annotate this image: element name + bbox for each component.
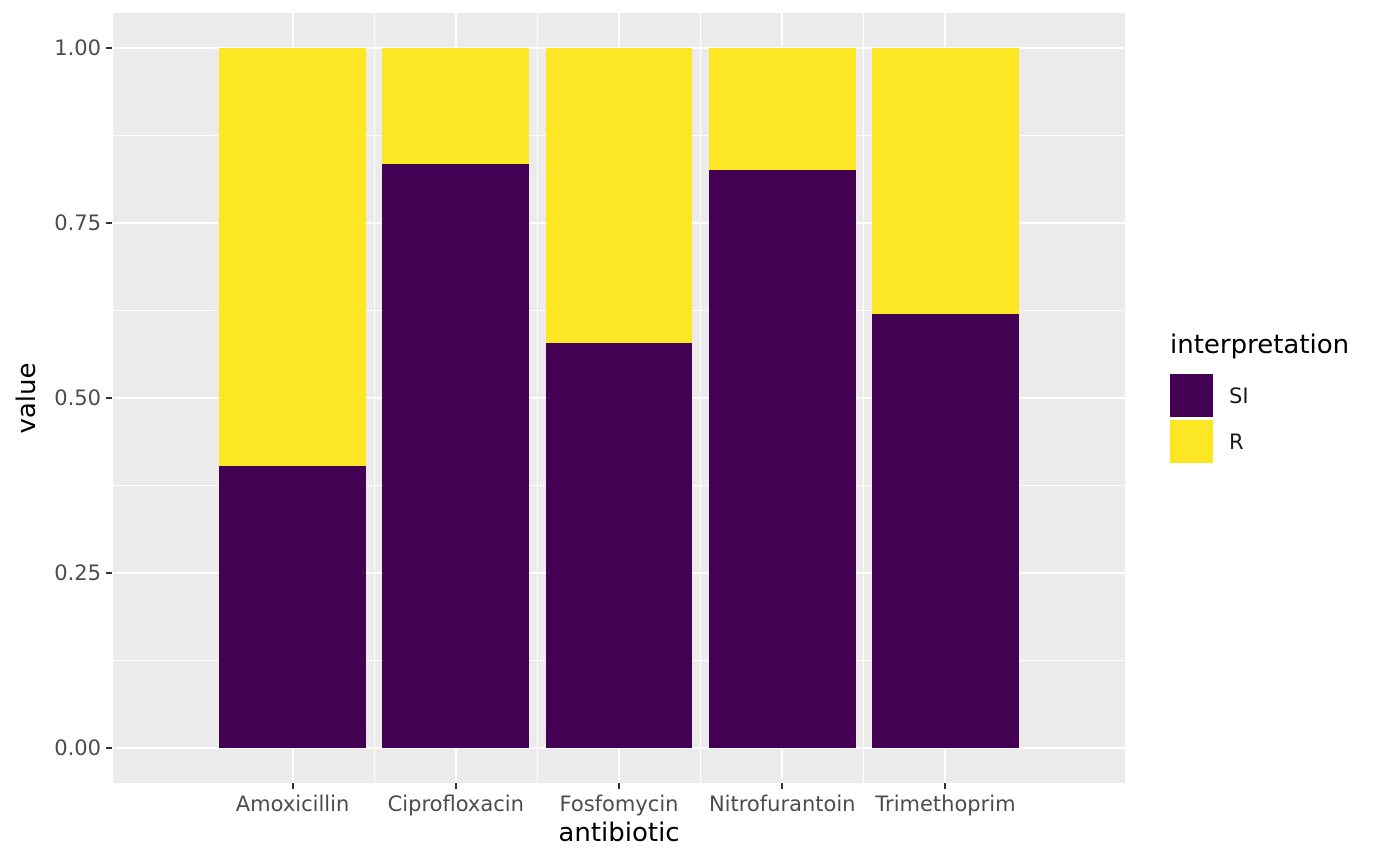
y-tick-mark bbox=[106, 222, 112, 224]
bar-segment-fosfomycin-si bbox=[545, 343, 693, 748]
gridline-minor-x bbox=[700, 13, 702, 783]
bar-segment-trimethoprim-r bbox=[872, 48, 1019, 314]
bar-segment-trimethoprim-si bbox=[872, 314, 1019, 748]
x-tick-mark bbox=[781, 783, 784, 789]
y-tick-label: 0.75 bbox=[54, 211, 101, 235]
bar-trimethoprim bbox=[872, 48, 1019, 748]
y-tick-label: 0.50 bbox=[54, 386, 101, 410]
bar-segment-fosfomycin-r bbox=[545, 48, 693, 344]
x-tick-label: Amoxicillin bbox=[235, 792, 350, 816]
bar-fosfomycin bbox=[545, 48, 693, 748]
bar-amoxicillin bbox=[219, 48, 366, 748]
bar-segment-amoxicillin-si bbox=[219, 465, 366, 748]
bar-ciprofloxacin bbox=[382, 48, 530, 748]
legend-entries: SI R bbox=[1170, 374, 1349, 463]
x-tick-label: Trimethoprim bbox=[875, 792, 1016, 816]
bar-segment-ciprofloxacin-r bbox=[382, 48, 530, 165]
x-tick-label: Nitrofurantoin bbox=[708, 792, 856, 816]
bar-segment-amoxicillin-r bbox=[219, 48, 366, 466]
gridline-minor-x bbox=[536, 13, 538, 783]
y-tick-mark bbox=[106, 747, 112, 749]
legend-entry-si: SI bbox=[1170, 374, 1349, 417]
x-tick-mark bbox=[291, 783, 294, 789]
y-tick-mark bbox=[106, 397, 112, 399]
bar-segment-nitrofurantoin-r bbox=[708, 48, 856, 170]
legend-label-si: SI bbox=[1229, 383, 1249, 408]
gridline-minor-x bbox=[373, 13, 375, 783]
bar-nitrofurantoin bbox=[708, 48, 856, 748]
plot-panel bbox=[113, 13, 1125, 783]
x-tick-label: Ciprofloxacin bbox=[387, 792, 524, 816]
gridline-minor-x bbox=[863, 13, 865, 783]
x-axis-title: antibiotic bbox=[558, 818, 680, 848]
legend-key-si-swatch bbox=[1170, 374, 1213, 417]
x-tick-mark bbox=[944, 783, 947, 789]
y-tick-mark bbox=[106, 572, 112, 574]
legend-key-r-swatch bbox=[1170, 420, 1213, 463]
bar-segment-ciprofloxacin-si bbox=[382, 164, 530, 748]
y-tick-label: 0.25 bbox=[54, 561, 101, 585]
y-tick-label: 0.00 bbox=[54, 736, 101, 760]
legend-label-r: R bbox=[1229, 429, 1244, 454]
x-tick-mark bbox=[618, 783, 620, 789]
x-tick-label: Fosfomycin bbox=[559, 792, 679, 816]
y-tick-mark bbox=[106, 47, 112, 49]
legend: interpretation SI R bbox=[1170, 330, 1349, 466]
bar-segment-nitrofurantoin-si bbox=[708, 169, 856, 748]
legend-title: interpretation bbox=[1170, 330, 1350, 360]
x-tick-mark bbox=[454, 783, 457, 789]
y-tick-label: 1.00 bbox=[54, 36, 101, 60]
legend-entry-r: R bbox=[1170, 420, 1349, 463]
